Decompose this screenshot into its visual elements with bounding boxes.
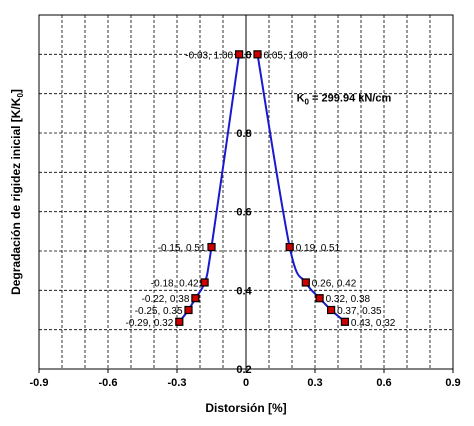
y-tick-label: 0.4 [236, 285, 252, 297]
data-point [340, 317, 349, 326]
data-label: -0.03, 1.00 [185, 50, 233, 61]
y-axis-title-close: ] [9, 89, 23, 93]
data-label: 0.26, 0.42 [312, 278, 357, 289]
x-tick-label: 0 [243, 377, 249, 389]
x-axis: -0.9 -0.6 -0.3 0 0.3 0.6 0.9 [30, 369, 461, 389]
y-axis: 0.20.40.60.81.0 [236, 15, 253, 376]
x-tick-label: -0.9 [30, 377, 49, 389]
data-point [315, 294, 324, 303]
k0-subscript: 0 [305, 98, 310, 107]
x-tick-label: -0.3 [168, 377, 187, 389]
data-label: -0.22, 0.38 [142, 294, 190, 305]
data-point [207, 242, 216, 252]
data-label: -0.15, 0.51 [158, 243, 206, 254]
x-axis-title: Distorsión [%] [205, 401, 286, 415]
data-point [301, 278, 310, 287]
data-point [235, 50, 244, 59]
data-point [285, 242, 294, 252]
data-point [200, 278, 209, 287]
k0-annotation: K0 = 299.94 kN/cm [297, 93, 392, 107]
data-label: -0.29, 0.32 [125, 318, 173, 329]
x-tick-label: 0.9 [445, 377, 460, 389]
data-point [184, 305, 193, 315]
data-label: 0.05, 1.00 [264, 50, 309, 61]
series-layer [175, 50, 349, 326]
k0-symbol: K [297, 93, 305, 105]
y-tick-label: 0.8 [236, 128, 251, 140]
x-tick-label: -0.6 [99, 377, 118, 389]
k0-value: = 299.94 kN/cm [309, 93, 391, 105]
x-tick-label: 0.6 [376, 377, 391, 389]
data-label: -0.25, 0.35 [135, 306, 183, 317]
data-label: -0.18, 0.42 [151, 278, 199, 289]
data-point [253, 50, 262, 59]
y-axis-title: Degradación de rigidez inicial [K/K0] [9, 89, 25, 295]
data-label: 0.19, 0.51 [296, 243, 341, 254]
data-labels-layer: -0.29, 0.32-0.25, 0.35-0.22, 0.38 -0.18, … [125, 50, 395, 328]
y-tick-label: 0.6 [236, 207, 251, 219]
data-label: 0.37, 0.35 [337, 306, 382, 317]
data-point [191, 294, 200, 303]
y-axis-title-subscript: 0 [16, 93, 25, 98]
y-tick-label: 0.2 [236, 364, 251, 376]
data-label: 0.32, 0.38 [326, 294, 371, 305]
data-point [175, 317, 184, 326]
x-tick-label: 0.3 [307, 377, 322, 389]
data-point [327, 305, 336, 315]
y-axis-title-main: Degradación de rigidez inicial [K/K [9, 97, 23, 295]
data-label: 0.43, 0.32 [351, 318, 396, 329]
